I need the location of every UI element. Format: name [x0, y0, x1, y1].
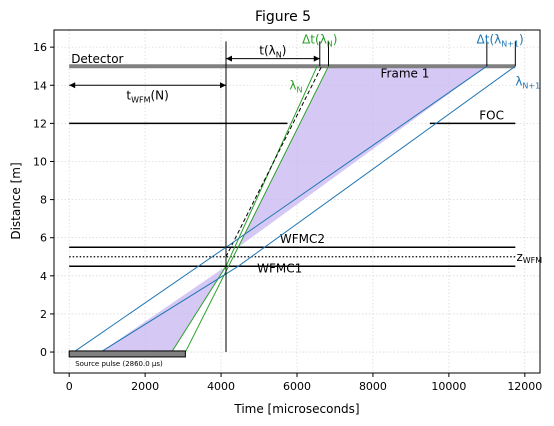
chopper-label-wfmc2: WFMC2	[280, 232, 325, 246]
x-tick-label: 8000	[359, 380, 387, 393]
y-axis-label: Distance [m]	[9, 162, 23, 239]
axes: 0 2000 4000 6000 8000 10000 12000 0 2 4 6 8 10 12 14 16	[33, 41, 542, 393]
x-tick-label: 2000	[131, 380, 159, 393]
y-tick-label: 16	[33, 41, 47, 54]
frame-region	[100, 266, 226, 353]
chopper-label-foc: FOC	[479, 108, 504, 122]
detector-label: Detector	[71, 52, 123, 66]
delta-t-lambda-n-label: Δt(λN)	[302, 33, 337, 49]
chopper-label-wfmc1: WFMC1	[257, 261, 302, 275]
y-tick-label: 14	[33, 79, 47, 92]
y-tick-label: 0	[40, 346, 47, 359]
x-tick-label: 10000	[431, 380, 466, 393]
source-pulse: Source pulse (2860.0 µs)	[68, 350, 186, 368]
t-lambda-arrowhead	[313, 55, 320, 62]
y-tick-label: 2	[40, 308, 47, 321]
y-tick-label: 6	[40, 232, 47, 245]
y-tick-label: 4	[40, 270, 47, 283]
x-axis-label: Time [microseconds]	[233, 402, 359, 416]
frame-regions	[100, 66, 487, 353]
frame-region	[238, 66, 487, 248]
x-tick-label: 0	[66, 380, 73, 393]
neutron-path	[184, 65, 329, 353]
source-pulse-label: Source pulse (2860.0 µs)	[75, 360, 163, 368]
y-tick-label: 8	[40, 194, 47, 207]
t-lambda-arrowhead	[225, 55, 232, 62]
frame-label: Frame 1	[381, 67, 430, 81]
x-tick-label: 6000	[283, 380, 311, 393]
chart-title: Figure 5	[255, 9, 311, 25]
x-tick-label: 12000	[507, 380, 542, 393]
t-wfm-arrowhead	[219, 82, 226, 89]
y-tick-label: 10	[33, 155, 47, 168]
neutron-path	[225, 65, 323, 257]
y-tick-label: 12	[33, 117, 47, 130]
t-wfm-arrowhead	[69, 82, 76, 89]
t-lambda-label: t(λN)	[259, 44, 286, 60]
neutron-path	[100, 65, 516, 353]
x-tick-label: 4000	[207, 380, 235, 393]
source-pulse-bar	[68, 350, 186, 358]
